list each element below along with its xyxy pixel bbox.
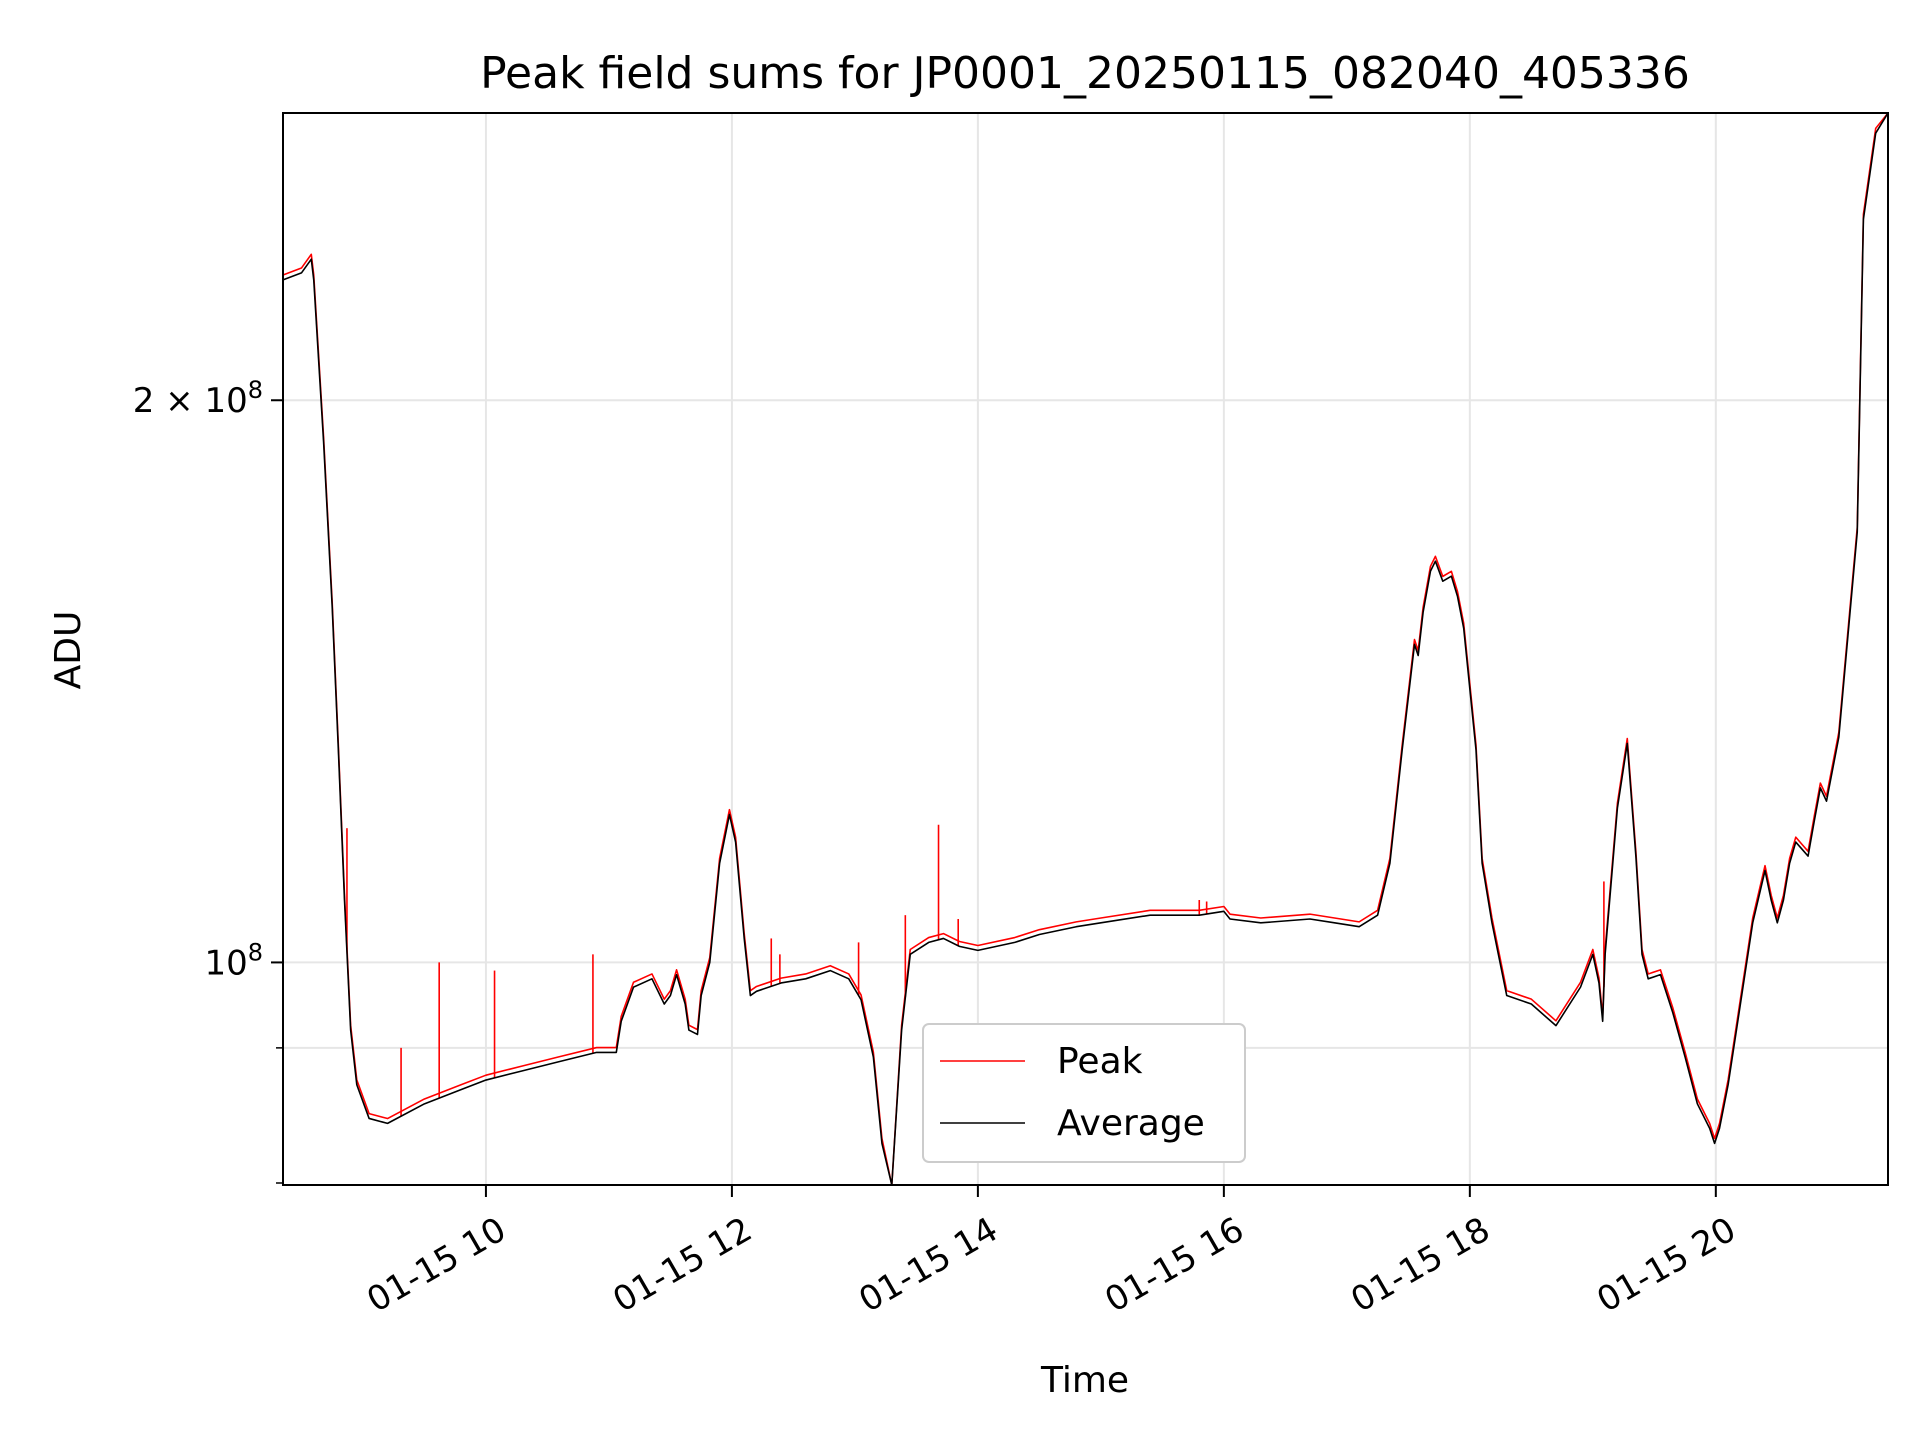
chart-title: Peak field sums for JP0001_20250115_0820… (480, 48, 1690, 99)
x-axis-label: Time (1040, 1360, 1129, 1401)
legend-label-peak: Peak (1057, 1041, 1143, 1082)
series-average-line (282, 112, 1889, 1186)
grid-lines (283, 113, 1888, 1185)
series-peak-line (282, 112, 1889, 1186)
y-tick-label: 108 (204, 938, 263, 983)
plot-lines (282, 112, 1889, 1186)
legend-label-average: Average (1057, 1103, 1205, 1144)
y-tick-label: 2 × 108 (133, 376, 263, 421)
plot-frame (282, 112, 1889, 1186)
y-axis-label: ADU (48, 611, 89, 690)
legend: Peak Average (922, 1023, 1246, 1163)
legend-box (922, 1023, 1246, 1163)
